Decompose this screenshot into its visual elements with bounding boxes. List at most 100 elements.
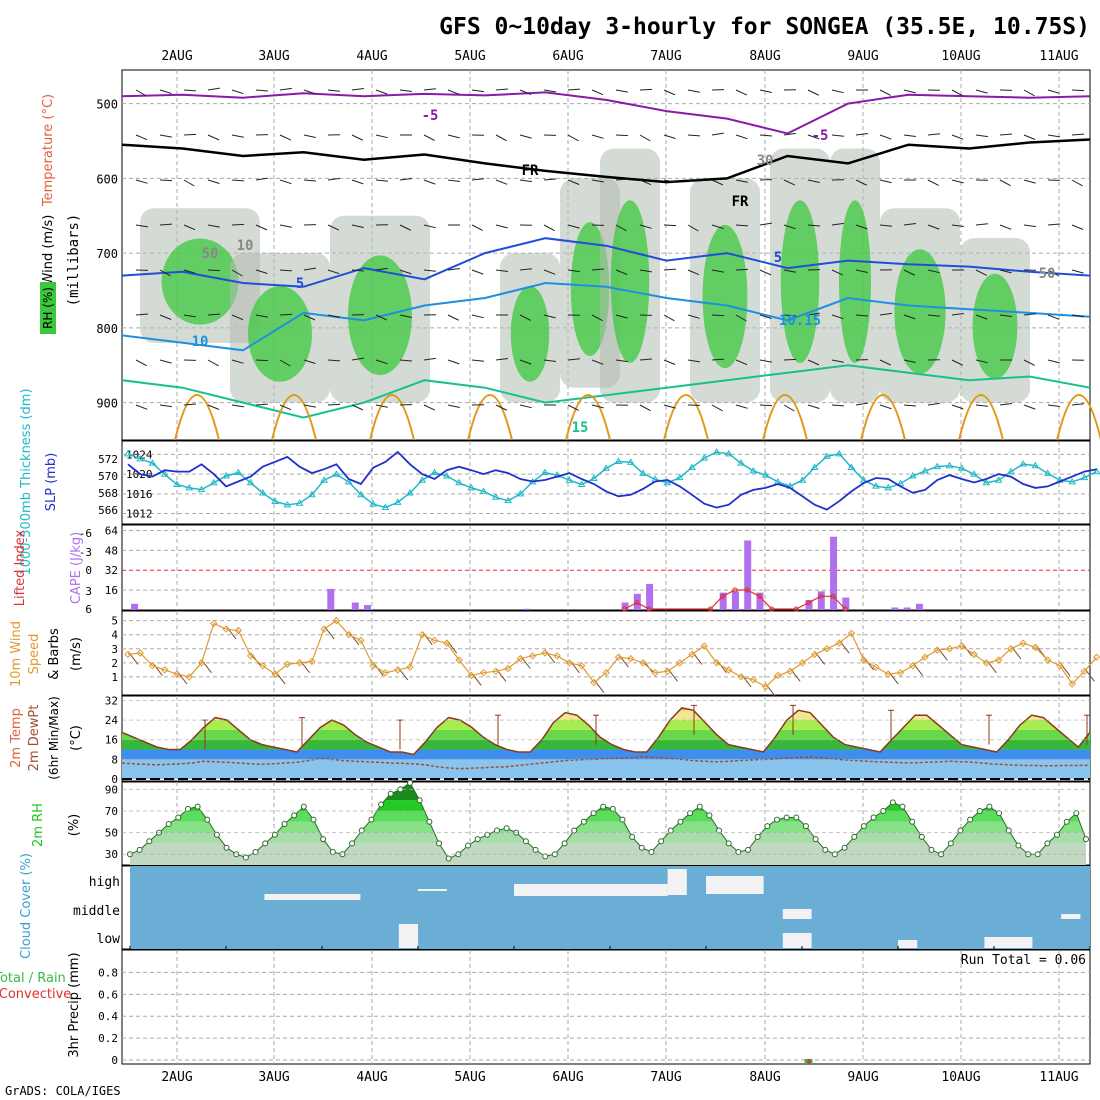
- isotherm-line: [121, 281, 1091, 352]
- date-label-bottom: 7AUG: [650, 1070, 681, 1085]
- wind-barb: [759, 222, 772, 226]
- point-wind-speed: [271, 670, 279, 678]
- point-rh: [957, 827, 964, 834]
- wind-barb: [831, 314, 844, 320]
- point-rh: [436, 840, 443, 847]
- wind-barb: [207, 313, 221, 316]
- date-label-bottom: 5AUG: [454, 1070, 485, 1085]
- wind-barb: [567, 404, 579, 411]
- wind-barb: [591, 179, 604, 183]
- point-wind-speed: [577, 661, 586, 670]
- point-wind-speed: [712, 659, 721, 667]
- wind-barb: [663, 179, 676, 183]
- point-lifted-index: [830, 593, 836, 599]
- wind-barb: [375, 314, 388, 321]
- isotherm-warm-arch: [663, 394, 709, 441]
- wind-barb: [903, 223, 916, 226]
- wind-barb: [567, 269, 580, 273]
- tick-label-slp: 1020: [126, 468, 153, 481]
- wind-barb: [351, 357, 364, 361]
- point-wind-speed: [1056, 661, 1064, 670]
- point-thickness: [148, 459, 157, 466]
- wind-barb: [975, 404, 988, 407]
- point-wind-speed: [859, 656, 868, 664]
- date-label-bottom: 9AUG: [847, 1070, 878, 1085]
- wind-barb: [303, 267, 316, 271]
- wind-barb: [1023, 134, 1036, 140]
- cloud-layer-label: low: [97, 932, 121, 947]
- wind-barb: [375, 134, 388, 139]
- footer-credit: GrADS: COLA/IGES: [5, 1084, 121, 1098]
- wind-barb: [399, 269, 412, 275]
- point-thickness: [590, 474, 598, 482]
- point-wind-speed: [185, 673, 193, 681]
- point-thickness: [491, 493, 500, 500]
- point-rh: [947, 840, 954, 847]
- wind-barb: [519, 359, 532, 365]
- isotherm-warm-arch: [271, 394, 317, 441]
- point-wind-speed: [161, 666, 169, 674]
- wind-barb: [735, 404, 748, 409]
- wind-barb: [231, 269, 243, 277]
- cloud-cover-bar: [782, 909, 812, 919]
- rh-band: [130, 821, 1086, 833]
- wind-barb: [615, 89, 628, 93]
- point-thickness: [442, 471, 451, 479]
- wind-barb: [879, 312, 892, 316]
- point-rh: [378, 801, 385, 808]
- axis-label-precip-total: Total / Rain: [0, 971, 66, 986]
- bar-cape: [891, 607, 899, 610]
- tick-label-thickness: 570: [98, 470, 118, 483]
- point-rh: [899, 803, 906, 810]
- bar-cape: [830, 536, 838, 610]
- series-line-slp: [127, 450, 1097, 511]
- point-thickness: [209, 478, 218, 486]
- wind-barb: [1023, 179, 1036, 184]
- wind-barb: [951, 404, 964, 410]
- point-wind-speed: [958, 642, 966, 650]
- point-rh: [464, 842, 471, 849]
- axis-label-precip-convective: Convective: [0, 987, 71, 1002]
- tick-label-precip: 0.4: [98, 1010, 118, 1023]
- wind-barb: [879, 134, 892, 140]
- point-wind-speed: [933, 646, 941, 654]
- wind-barb: [999, 269, 1012, 274]
- tick-label-cape: 16: [105, 584, 118, 597]
- date-label-top: 5AUG: [454, 49, 485, 64]
- axis-label-temp-b: 2m DewPt: [27, 705, 42, 772]
- point-thickness: [222, 471, 230, 479]
- wind-barb: [231, 134, 244, 138]
- wind-barb: [447, 268, 460, 271]
- wind-barb: [855, 314, 868, 317]
- wind-barb: [231, 179, 245, 182]
- wind-barb: [615, 359, 628, 363]
- wind-barb: [711, 269, 724, 273]
- wind-barb: [615, 224, 627, 232]
- point-rh: [416, 797, 423, 804]
- wind-barb: [303, 359, 316, 364]
- tick-label-li: 3: [85, 585, 92, 598]
- wind-barb: [1047, 223, 1060, 226]
- cloud-layer-label: high: [89, 875, 120, 890]
- rh-green-region: [780, 200, 820, 363]
- wind-barb: [303, 404, 316, 408]
- wind-barb: [447, 134, 460, 139]
- wind-barb: [543, 359, 556, 362]
- wind-barb: [351, 269, 364, 272]
- wind-barb: [351, 179, 364, 185]
- tick-label-li: 0: [85, 564, 92, 577]
- wind-barb: [903, 269, 916, 276]
- bar-cape: [621, 602, 629, 610]
- point-thickness: [602, 464, 611, 471]
- wind-barb: [327, 224, 340, 231]
- point-thickness: [614, 457, 623, 464]
- wind-barb: [279, 134, 292, 141]
- axis-label-cloud: Cloud Cover (%): [19, 853, 34, 959]
- wind-barb: [423, 134, 435, 141]
- wind-barb: [183, 89, 197, 92]
- wind-barb: [471, 314, 484, 319]
- wind-barb: [279, 359, 291, 367]
- axis-label-temp-a: 2m Temp: [9, 708, 24, 768]
- point-rh: [918, 833, 925, 840]
